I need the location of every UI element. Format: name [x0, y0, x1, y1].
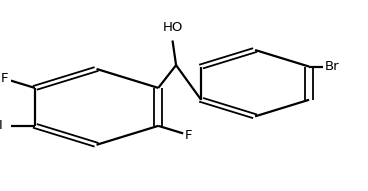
Text: F: F: [185, 129, 192, 142]
Text: Br: Br: [325, 60, 340, 73]
Text: HO: HO: [162, 21, 183, 34]
Text: I: I: [0, 119, 3, 132]
Text: F: F: [1, 72, 8, 85]
